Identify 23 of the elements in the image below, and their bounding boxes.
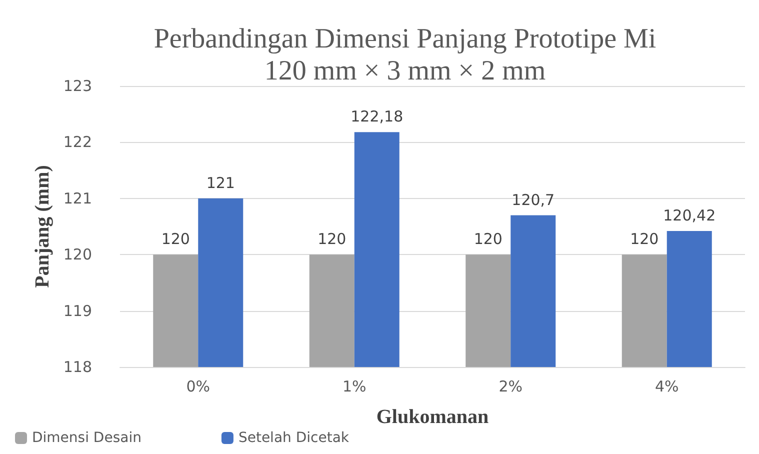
y-tick-label: 122	[63, 133, 92, 152]
x-tick-label: 0%	[186, 378, 210, 396]
y-tick-label: 121	[63, 189, 92, 208]
y-tick-label: 120	[63, 246, 92, 264]
x-tick-label: 1%	[342, 378, 366, 396]
data-label: 120	[630, 230, 659, 248]
chart-title: Perbandingan Dimensi Panjang Prototipe Mi 120 mm × 3 mm × 2 mm	[154, 24, 656, 86]
data-label: 120,7	[512, 190, 555, 209]
y-tick-label: 118	[63, 358, 92, 376]
x-tick-label: 2%	[498, 378, 523, 396]
data-label: 120,42	[663, 206, 716, 224]
data-label: 120	[318, 230, 346, 248]
legend-label: Dimensi Desain	[32, 430, 142, 446]
legend-label: Setelah Dicetak	[238, 430, 350, 446]
y-axis-title: Panjang (mm)	[31, 165, 54, 288]
data-label: 120	[161, 230, 190, 248]
data-label: 120	[474, 230, 502, 248]
y-tick-label: 119	[63, 302, 92, 320]
data-label: 121	[206, 174, 235, 192]
y-tick-label: 123	[63, 77, 92, 95]
x-tick-label: 4%	[654, 378, 679, 396]
data-label: 122,18	[350, 108, 404, 126]
x-axis-title: Glukomanan	[376, 406, 489, 428]
